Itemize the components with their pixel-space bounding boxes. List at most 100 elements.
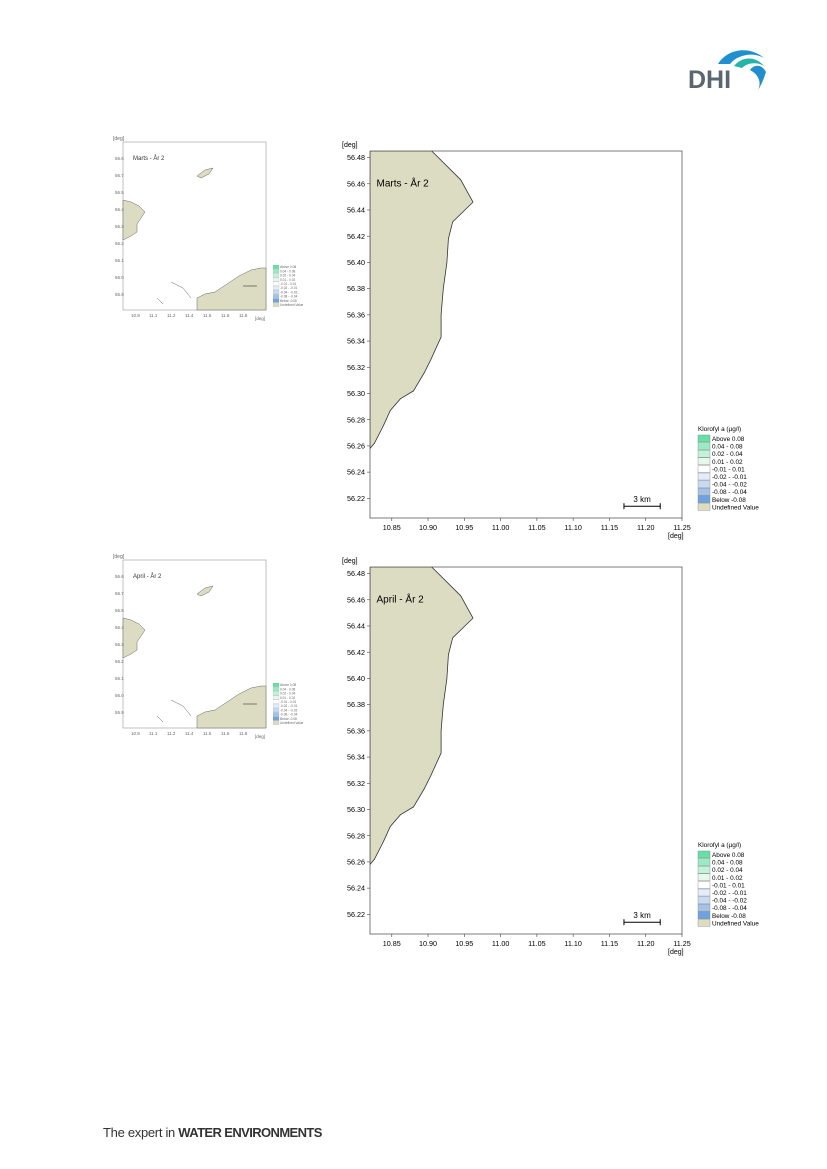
thumb-y-ticks: 56.6 56.7 56.5 56.4 56.3 56.2 56.1 56.0 55.9 — [115, 574, 124, 715]
dhi-logo: DHI — [688, 44, 770, 94]
thumb-legend-swatch — [273, 294, 280, 299]
land-area — [370, 567, 474, 866]
svg-text:10.9: 10.9 — [131, 731, 140, 736]
map-1-svg: [deg] Marts - År 2 56.22 56.24 56.26 56.28 56.… — [342, 142, 759, 540]
svg-text:55.9: 55.9 — [115, 710, 124, 715]
legend-swatch — [697, 881, 711, 889]
y-tick-label: 56.28 — [347, 831, 365, 840]
svg-text:11.6: 11.6 — [221, 731, 230, 736]
legend-label: -0.01 - 0.01 — [712, 882, 745, 889]
legend-swatch — [697, 919, 711, 927]
legend-label: 0.02 - 0.04 — [712, 451, 743, 458]
y-tick-label: 56.32 — [347, 363, 365, 372]
svg-text:56.3: 56.3 — [115, 224, 124, 229]
y-tick-label: 56.22 — [347, 910, 365, 919]
legend-swatch — [697, 488, 711, 496]
legend-label: Undefined Value — [712, 504, 759, 511]
y-tick-label: 56.36 — [347, 310, 365, 319]
y-tick-label: 56.38 — [347, 700, 365, 709]
scale-bar-label: 3 km — [633, 911, 651, 920]
y-tick-label: 56.40 — [347, 258, 365, 267]
legend-label: Above 0.08 — [712, 852, 745, 859]
thumb-legend-swatch — [273, 695, 280, 700]
thumbnail-map-2-svg: [deg] April - År 2 56.6 56.7 56.5 56.4 56.3… — [113, 554, 267, 739]
legend-swatch — [697, 442, 711, 450]
x-tick-label: 10.95 — [455, 523, 473, 532]
y-tick-label: 56.22 — [347, 494, 365, 503]
thumb-legend-svg: Above 0.08 0.04 - 0.08 0.02 - 0.04 0.01 … — [273, 683, 304, 725]
x-tick-label: 11.05 — [528, 939, 545, 948]
svg-text:56.7: 56.7 — [115, 591, 124, 596]
y-tick-label: 56.44 — [347, 206, 365, 215]
x-tick-label: 11.00 — [492, 939, 509, 948]
y-axis-unit: [deg] — [342, 142, 358, 149]
x-tick-label: 11.10 — [564, 939, 581, 948]
legend-label: -0.04 - -0.02 — [712, 898, 747, 905]
legend-swatch — [697, 495, 711, 503]
tagline-bold: WATER ENVIRONMENTS — [178, 1125, 322, 1140]
thumb-land-west — [122, 617, 146, 659]
thumb-legend-label: Below -0.08 — [280, 299, 297, 303]
svg-text:56.5: 56.5 — [115, 608, 124, 613]
legend-label: -0.08 - -0.04 — [712, 905, 747, 912]
map-title: April - År 2 — [377, 592, 425, 605]
legend-label: -0.02 - -0.01 — [712, 890, 747, 897]
legend-label: 0.02 - 0.04 — [712, 867, 743, 874]
thumb-legend-swatch — [273, 281, 280, 286]
legend-swatch — [697, 503, 711, 511]
y-tick-label: 56.30 — [347, 389, 365, 398]
y-tick-label: 56.28 — [347, 415, 365, 424]
legend-title: Klorofyl a (µg/l) — [698, 842, 741, 849]
svg-text:11.1: 11.1 — [149, 731, 158, 736]
svg-text:11.6: 11.6 — [221, 313, 230, 318]
thumb-axis-unit: [deg] — [113, 554, 125, 560]
thumb-title: Marts - År 2 — [133, 155, 165, 162]
y-tick-label: 56.38 — [347, 284, 365, 293]
svg-text:11.8: 11.8 — [239, 731, 248, 736]
thumb-legend-swatch — [273, 699, 280, 704]
legend-label: Below -0.08 — [712, 913, 746, 920]
svg-text:56.3: 56.3 — [115, 642, 124, 647]
svg-text:56.2: 56.2 — [115, 659, 124, 664]
legend-swatch — [697, 911, 711, 919]
x-tick-label: 10.90 — [419, 523, 437, 532]
legend-swatch — [697, 858, 711, 866]
thumb-legend-label: -0.04 - -0.02 — [280, 290, 298, 294]
y-tick-label: 56.30 — [347, 805, 365, 814]
y-tick-label: 56.48 — [347, 569, 365, 578]
thumb-legend-swatch — [273, 716, 280, 721]
thumb-legend-swatch — [273, 683, 280, 687]
svg-text:56.2: 56.2 — [115, 241, 124, 246]
x-tick-label: 10.90 — [419, 939, 437, 948]
thumb-legend-label: Above 0.08 — [280, 683, 296, 687]
thumb-legend-swatch — [273, 712, 280, 717]
svg-text:11.2: 11.2 — [167, 313, 176, 318]
thumb-x-ticks: 10.9 11.1 11.2 11.4 11.5 11.6 11.8 [deg] — [131, 731, 265, 739]
x-axis-unit: [deg] — [668, 949, 684, 956]
legend-label: 0.01 - 0.02 — [712, 875, 743, 882]
y-tick-label: 56.32 — [347, 779, 365, 788]
thumb-legend-label: -0.01 - 0.01 — [280, 282, 297, 286]
legend-swatch — [697, 465, 711, 473]
legend-swatch — [697, 450, 711, 458]
x-tick-label: 11.20 — [637, 939, 654, 948]
thumb-legend-label: -0.08 - -0.04 — [280, 713, 298, 717]
legend-label: -0.01 - 0.01 — [712, 466, 745, 473]
thumb-legend-label: Undefined Value — [280, 303, 304, 307]
legend-swatch — [697, 888, 711, 897]
thumb-island — [196, 585, 214, 597]
thumb-legend-swatch — [273, 720, 280, 725]
legend-label: -0.02 - -0.01 — [712, 474, 747, 481]
thumbnail-map-1: [deg] Marts - År 2 56.6 56.7 56.5 56.4 56.3… — [105, 132, 304, 327]
thumb-island — [196, 167, 214, 179]
thumb-legend-swatch — [273, 708, 280, 713]
thumb-y-ticks: 56.6 56.7 56.5 56.4 56.3 56.2 56.1 56.0 55.9 — [115, 156, 124, 297]
thumb-coast-line — [170, 699, 192, 717]
x-tick-label: 11.20 — [637, 523, 654, 532]
thumb-title: April - År 2 — [133, 573, 162, 580]
svg-text:11.5: 11.5 — [203, 731, 212, 736]
svg-text:56.1: 56.1 — [115, 676, 124, 681]
svg-text:56.5: 56.5 — [115, 190, 124, 195]
thumb-legend-swatch — [273, 298, 280, 303]
thumb-legend-label: Undefined Value — [280, 721, 304, 725]
